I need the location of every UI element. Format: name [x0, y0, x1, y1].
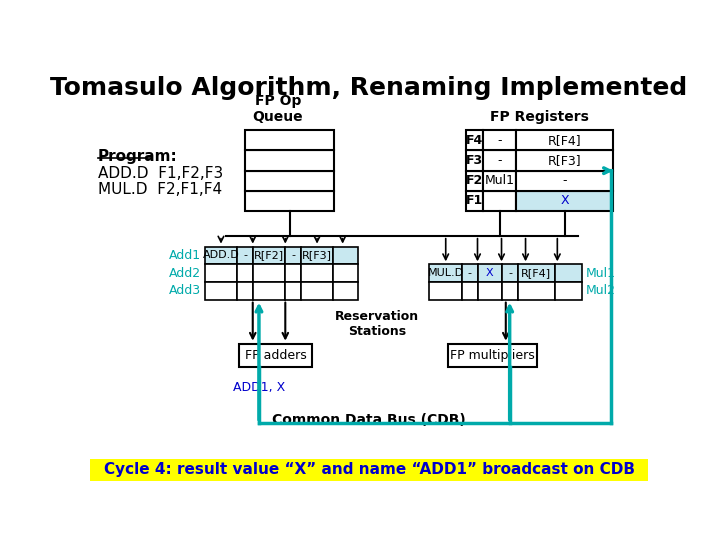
Text: ADD.D  F1,F2,F3: ADD.D F1,F2,F3 [98, 166, 223, 181]
FancyBboxPatch shape [466, 130, 483, 151]
FancyBboxPatch shape [516, 130, 613, 151]
Text: Add3: Add3 [168, 284, 201, 298]
Text: FP adders: FP adders [245, 349, 307, 362]
FancyBboxPatch shape [238, 247, 253, 264]
Text: -: - [562, 174, 567, 187]
Text: Add2: Add2 [168, 267, 201, 280]
FancyBboxPatch shape [477, 282, 503, 300]
FancyBboxPatch shape [245, 151, 334, 171]
FancyBboxPatch shape [285, 247, 301, 264]
Text: Reservation
Stations: Reservation Stations [335, 309, 419, 338]
Text: R[F4]: R[F4] [548, 134, 582, 147]
Text: F2: F2 [466, 174, 483, 187]
FancyBboxPatch shape [429, 282, 462, 300]
Text: ADD.D: ADD.D [202, 251, 239, 260]
Text: F3: F3 [466, 154, 483, 167]
FancyBboxPatch shape [462, 264, 477, 282]
FancyBboxPatch shape [518, 264, 555, 282]
FancyBboxPatch shape [555, 282, 582, 300]
FancyBboxPatch shape [516, 191, 613, 211]
Text: R[F2]: R[F2] [254, 251, 284, 260]
FancyBboxPatch shape [301, 247, 333, 264]
FancyBboxPatch shape [516, 171, 613, 191]
FancyBboxPatch shape [466, 191, 483, 211]
FancyBboxPatch shape [204, 264, 238, 282]
Text: Program:: Program: [98, 150, 178, 165]
Text: MUL.D  F2,F1,F4: MUL.D F2,F1,F4 [98, 182, 222, 197]
FancyBboxPatch shape [238, 264, 253, 282]
FancyBboxPatch shape [503, 264, 518, 282]
Text: FP Op
Queue: FP Op Queue [253, 94, 303, 124]
Text: -: - [498, 154, 502, 167]
Text: -: - [243, 251, 247, 260]
FancyBboxPatch shape [483, 130, 516, 151]
FancyBboxPatch shape [301, 282, 333, 300]
FancyBboxPatch shape [429, 264, 462, 282]
FancyBboxPatch shape [301, 264, 333, 282]
Text: FP Registers: FP Registers [490, 110, 589, 124]
FancyBboxPatch shape [448, 343, 537, 367]
FancyBboxPatch shape [245, 191, 334, 211]
FancyBboxPatch shape [466, 151, 483, 171]
Text: Mul1: Mul1 [586, 267, 616, 280]
Text: FP multipliers: FP multipliers [450, 349, 535, 362]
FancyBboxPatch shape [483, 151, 516, 171]
FancyBboxPatch shape [245, 171, 334, 191]
FancyBboxPatch shape [477, 264, 503, 282]
Text: F1: F1 [466, 194, 483, 207]
FancyBboxPatch shape [239, 343, 312, 367]
FancyBboxPatch shape [333, 264, 358, 282]
FancyBboxPatch shape [285, 264, 301, 282]
FancyBboxPatch shape [462, 282, 477, 300]
Text: R[F3]: R[F3] [302, 251, 332, 260]
FancyBboxPatch shape [483, 191, 516, 211]
FancyBboxPatch shape [516, 151, 613, 171]
FancyBboxPatch shape [518, 282, 555, 300]
Text: Mul1: Mul1 [485, 174, 515, 187]
FancyBboxPatch shape [238, 282, 253, 300]
Text: -: - [508, 268, 512, 278]
Text: MUL.D: MUL.D [428, 268, 464, 278]
FancyBboxPatch shape [253, 264, 285, 282]
Text: -: - [498, 134, 502, 147]
Text: Mul2: Mul2 [586, 284, 616, 298]
FancyBboxPatch shape [204, 247, 238, 264]
Text: Cycle 4: result value “X” and name “ADD1” broadcast on CDB: Cycle 4: result value “X” and name “ADD1… [104, 462, 634, 477]
FancyBboxPatch shape [245, 130, 334, 151]
Text: Add1: Add1 [168, 249, 201, 262]
Text: X: X [486, 268, 494, 278]
FancyBboxPatch shape [483, 171, 516, 191]
FancyBboxPatch shape [333, 247, 358, 264]
FancyBboxPatch shape [503, 282, 518, 300]
Text: R[F3]: R[F3] [548, 154, 582, 167]
Text: X: X [560, 194, 569, 207]
FancyBboxPatch shape [555, 264, 582, 282]
Text: ADD1, X: ADD1, X [233, 381, 285, 394]
Text: -: - [291, 251, 295, 260]
Text: -: - [468, 268, 472, 278]
FancyBboxPatch shape [285, 282, 301, 300]
Text: Tomasulo Algorithm, Renaming Implemented: Tomasulo Algorithm, Renaming Implemented [50, 76, 688, 100]
FancyBboxPatch shape [90, 459, 648, 481]
FancyBboxPatch shape [466, 171, 483, 191]
FancyBboxPatch shape [253, 282, 285, 300]
Text: R[F4]: R[F4] [521, 268, 552, 278]
FancyBboxPatch shape [253, 247, 285, 264]
Text: F4: F4 [466, 134, 483, 147]
FancyBboxPatch shape [333, 282, 358, 300]
Text: Common Data Bus (CDB): Common Data Bus (CDB) [272, 413, 466, 427]
FancyBboxPatch shape [204, 282, 238, 300]
